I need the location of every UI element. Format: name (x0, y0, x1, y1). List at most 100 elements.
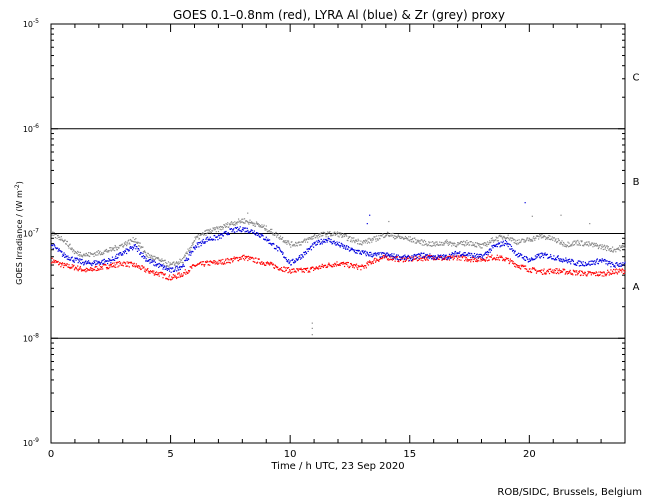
data-point (164, 259, 166, 261)
data-point (135, 263, 137, 265)
data-point (465, 244, 467, 246)
data-point (321, 241, 323, 243)
data-point (517, 242, 519, 244)
data-point (620, 245, 622, 247)
data-point (164, 274, 166, 276)
data-point (545, 238, 547, 241)
y-axis-label: GOES Irradiance / (W m-2) (14, 181, 24, 285)
data-point (70, 266, 72, 268)
data-point (541, 252, 543, 254)
data-point (335, 244, 338, 246)
data-point (132, 265, 134, 268)
data-point (504, 260, 506, 262)
data-point (131, 264, 134, 267)
data-point (140, 252, 142, 254)
data-point (579, 264, 582, 267)
data-point (170, 279, 172, 281)
data-point (409, 256, 411, 259)
data-point (176, 265, 178, 267)
data-point (204, 264, 206, 266)
data-point (98, 261, 101, 263)
data-point (384, 256, 386, 258)
x-tick-label: 10 (284, 449, 297, 460)
data-point (165, 265, 167, 267)
data-point (309, 237, 311, 239)
data-point (185, 259, 187, 261)
data-point (258, 258, 260, 260)
data-point (132, 246, 134, 248)
data-point (616, 262, 618, 264)
data-point (72, 261, 74, 263)
data-point (224, 263, 226, 265)
data-point (310, 237, 312, 240)
data-point (623, 270, 625, 272)
data-point (187, 272, 189, 274)
data-point (464, 245, 466, 247)
data-point (545, 254, 547, 256)
data-point (129, 243, 131, 245)
data-point (347, 248, 349, 250)
data-point (596, 245, 598, 247)
data-point (99, 250, 101, 252)
data-point (418, 257, 420, 260)
data-point (188, 250, 190, 252)
data-point (324, 241, 326, 244)
data-point (564, 260, 566, 262)
data-point (480, 260, 482, 262)
data-point (51, 234, 53, 236)
data-point (243, 254, 245, 256)
data-point (196, 236, 198, 238)
data-point (604, 258, 606, 261)
data-point (287, 261, 289, 263)
data-point (495, 258, 497, 260)
data-point (143, 251, 145, 253)
data-point (376, 258, 378, 260)
data-point (345, 262, 347, 265)
data-point (135, 237, 137, 240)
data-point (514, 242, 516, 244)
data-point (217, 230, 220, 233)
data-point (71, 247, 73, 249)
data-point (561, 261, 564, 263)
data-point (214, 239, 216, 241)
data-point (600, 248, 602, 250)
data-point (434, 255, 436, 257)
data-point (435, 241, 437, 243)
y-tick-label: 10-7 (23, 228, 39, 239)
data-point (71, 249, 73, 251)
data-point (540, 252, 542, 255)
data-point (252, 260, 254, 263)
data-point (480, 243, 483, 245)
data-point (310, 245, 312, 248)
data-point (354, 240, 357, 242)
data-point (507, 236, 509, 239)
data-point (267, 263, 270, 265)
data-point (514, 239, 516, 241)
data-point (69, 243, 71, 245)
data-point (417, 259, 420, 261)
data-point (359, 251, 361, 253)
data-point (354, 249, 356, 251)
data-point (323, 238, 325, 240)
data-point (588, 260, 590, 263)
data-point (320, 238, 322, 240)
data-point (572, 274, 574, 276)
data-point (606, 260, 608, 262)
y-tick-label: 10-5 (23, 18, 39, 29)
data-point (389, 258, 391, 260)
data-point (578, 265, 580, 267)
data-point (486, 245, 488, 247)
data-point (323, 232, 326, 234)
data-point (145, 252, 147, 254)
data-point (118, 247, 120, 249)
data-point (591, 242, 594, 244)
data-point (359, 265, 361, 267)
data-point (446, 241, 448, 243)
data-point (67, 258, 70, 261)
data-point (302, 256, 304, 258)
data-point (63, 240, 65, 242)
data-point (621, 246, 623, 248)
data-point (148, 272, 150, 274)
data-point (588, 241, 590, 243)
data-point (294, 245, 296, 247)
